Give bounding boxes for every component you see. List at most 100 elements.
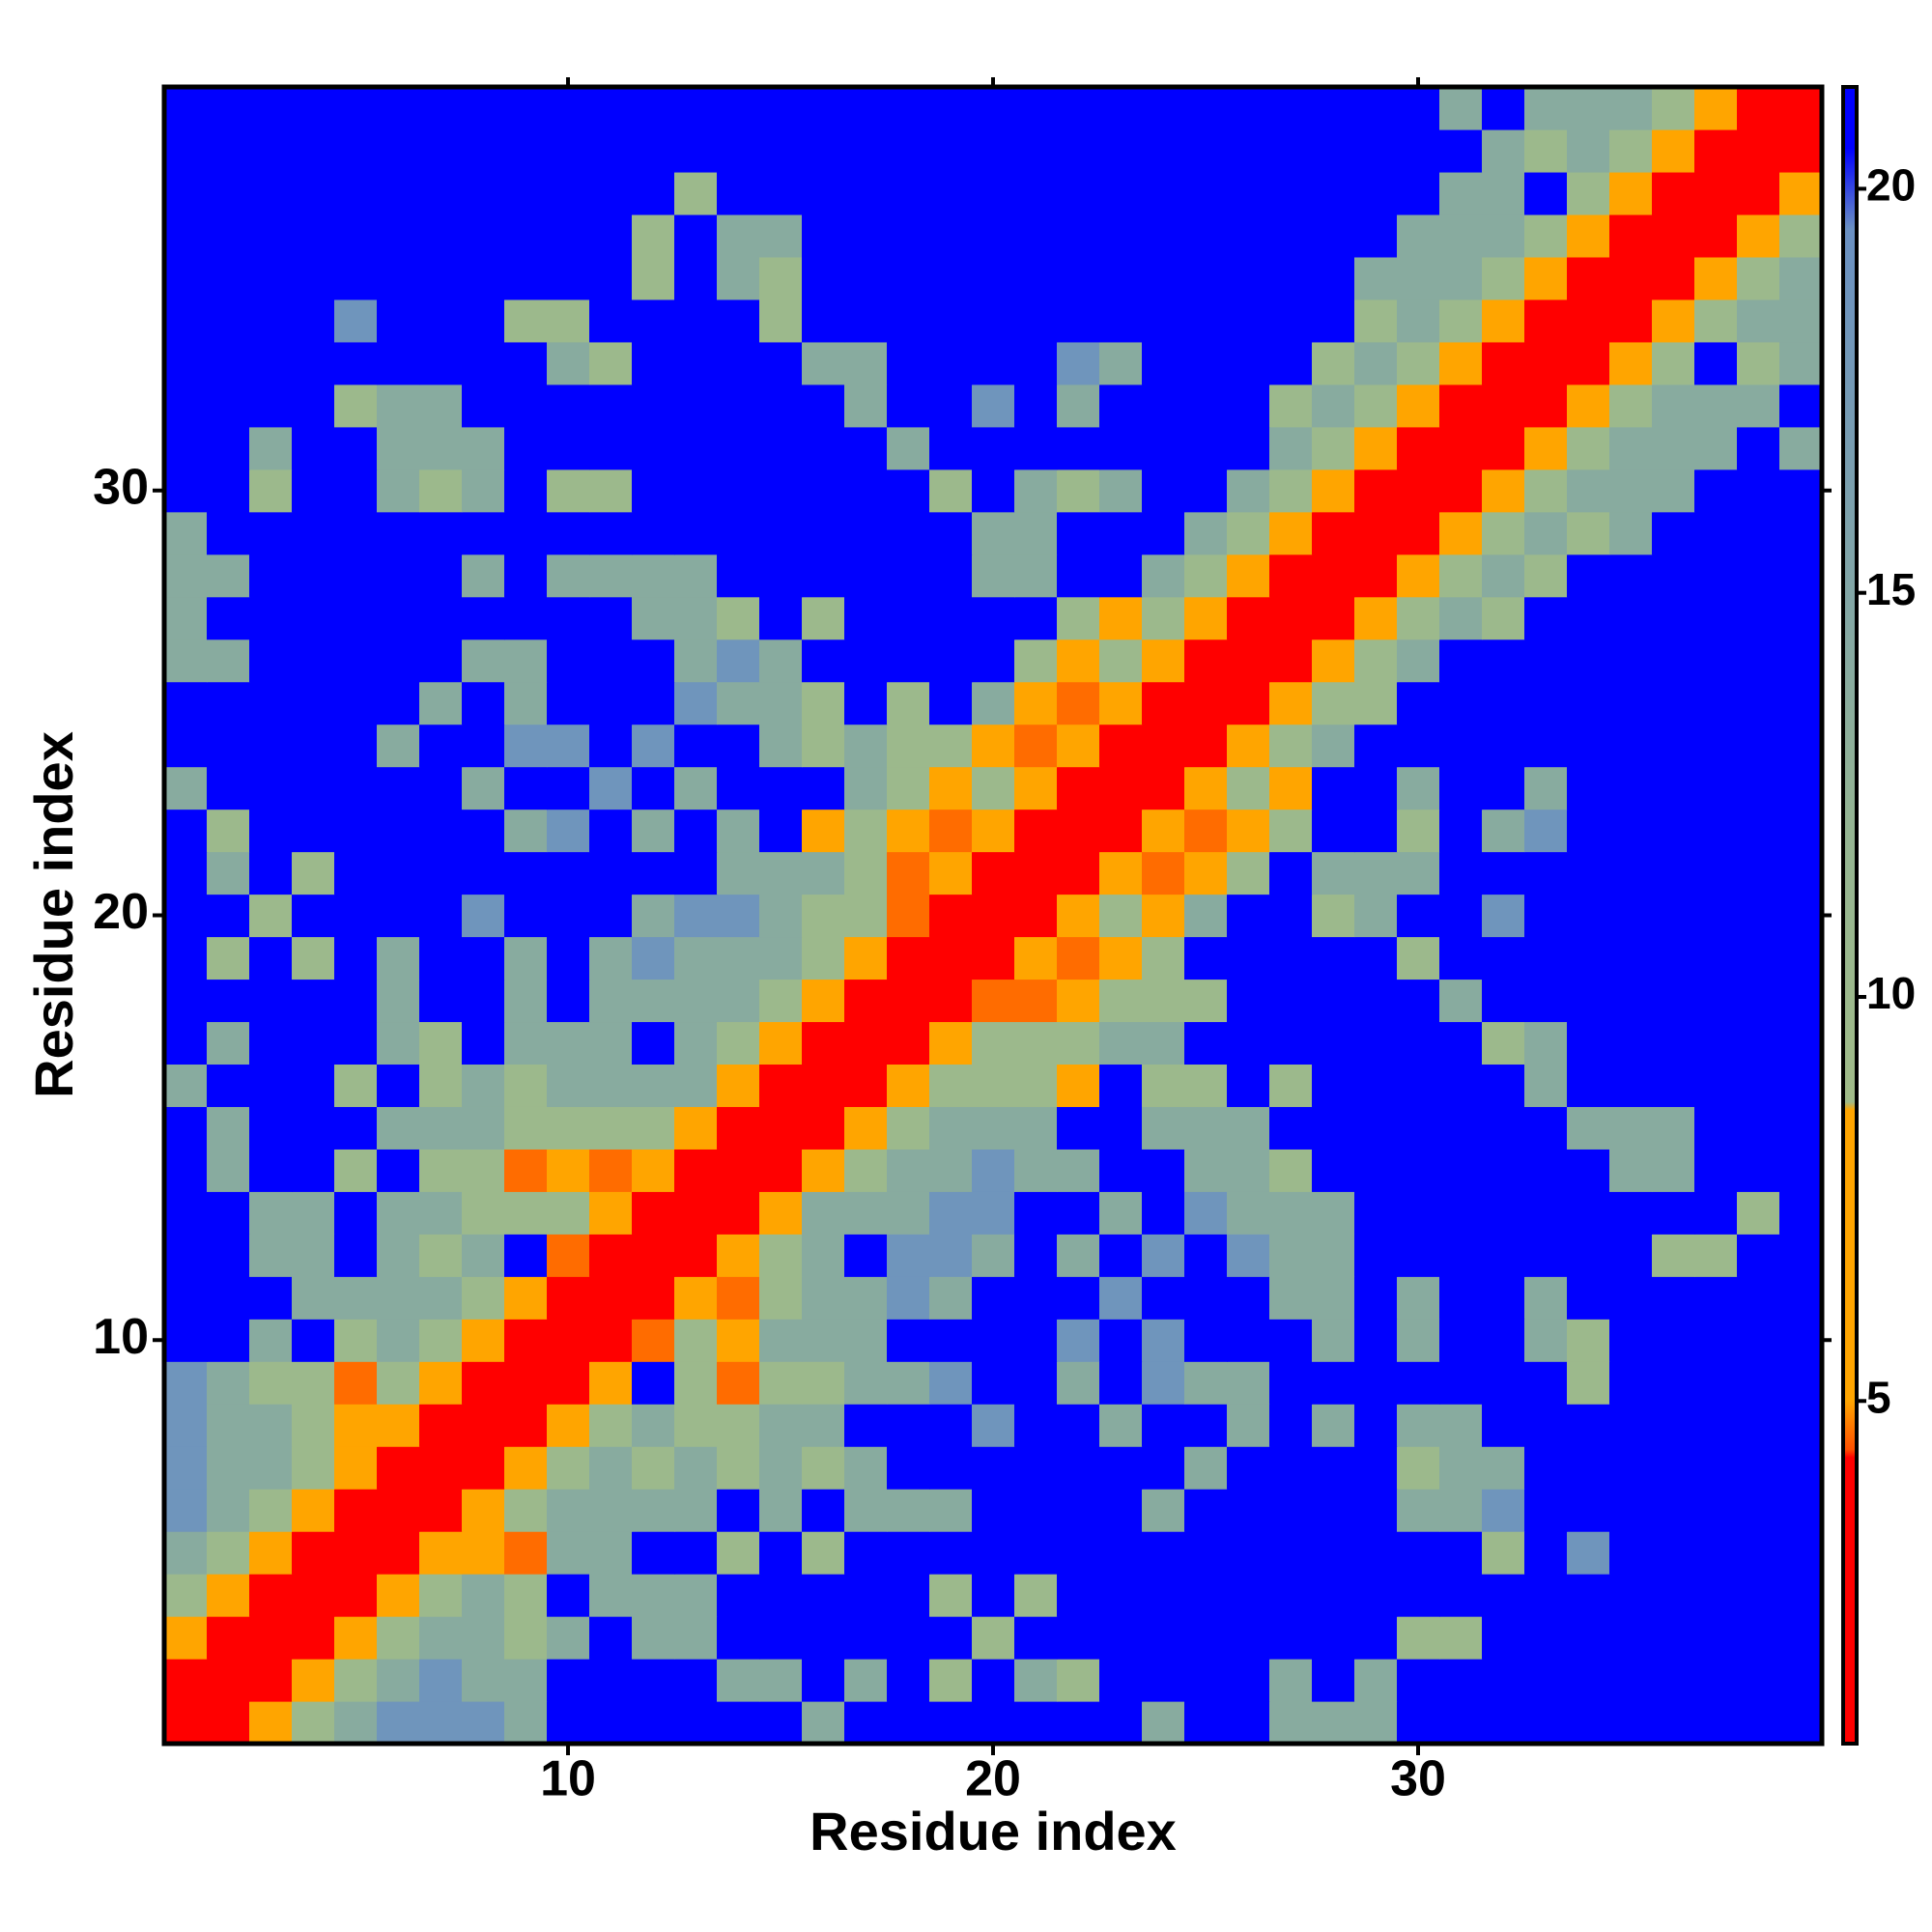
heatmap-cell	[207, 1149, 250, 1192]
heatmap-cell	[1609, 213, 1653, 258]
heatmap-cell	[1354, 171, 1398, 215]
heatmap-cell	[1142, 469, 1185, 513]
heatmap-cell	[1524, 384, 1568, 428]
heatmap-cell	[164, 1531, 208, 1575]
heatmap-cell	[1737, 1701, 1780, 1745]
heatmap-cell	[1737, 1276, 1780, 1320]
heatmap-cell	[759, 1659, 803, 1702]
heatmap-cell	[929, 1319, 973, 1362]
heatmap-cell	[1227, 1574, 1270, 1617]
heatmap-cell	[1694, 511, 1738, 555]
heatmap-cell	[1609, 639, 1653, 683]
heatmap-cell	[377, 298, 420, 343]
heatmap-cell	[419, 1574, 463, 1617]
heatmap-cell	[504, 298, 548, 343]
heatmap-cell	[334, 426, 378, 470]
heatmap-cell	[929, 894, 973, 938]
heatmap-cell	[207, 936, 250, 980]
heatmap-cell	[1694, 639, 1738, 683]
heatmap-cell	[759, 639, 803, 683]
heatmap-cell	[887, 979, 930, 1023]
heatmap-cell	[419, 426, 463, 470]
heatmap-cell	[334, 596, 378, 640]
heatmap-cell	[972, 979, 1015, 1023]
heatmap-cell	[1737, 171, 1780, 215]
heatmap-cell	[1397, 1319, 1440, 1362]
heatmap-cell	[802, 1574, 845, 1617]
heatmap-cell	[1439, 1191, 1483, 1235]
heatmap-cell	[887, 724, 930, 768]
heatmap-cell	[1397, 384, 1440, 428]
heatmap-cell	[1184, 1616, 1228, 1660]
heatmap-cell	[802, 681, 845, 725]
heatmap-cell	[1524, 979, 1568, 1023]
heatmap-cell	[759, 936, 803, 980]
heatmap-cell	[292, 1574, 335, 1617]
heatmap-cell	[972, 809, 1015, 853]
heatmap-cell	[1269, 1064, 1313, 1107]
heatmap-cell	[1142, 298, 1185, 343]
heatmap-cell	[887, 1191, 930, 1235]
heatmap-cell	[802, 639, 845, 683]
heatmap-cell	[1227, 1276, 1270, 1320]
heatmap-cell	[972, 766, 1015, 810]
heatmap-cell	[972, 596, 1015, 640]
heatmap-cell	[1184, 1531, 1228, 1575]
heatmap-cell	[292, 1191, 335, 1235]
heatmap-cell	[164, 1234, 208, 1277]
heatmap-cell	[419, 1446, 463, 1490]
heatmap-cell	[589, 1489, 633, 1532]
heatmap-cell	[334, 171, 378, 215]
heatmap-cell	[1524, 1276, 1568, 1320]
heatmap-cell	[887, 1361, 930, 1405]
heatmap-cell	[1354, 681, 1398, 725]
heatmap-cell	[1567, 1404, 1610, 1447]
heatmap-cell	[632, 1319, 675, 1362]
heatmap-cell	[1354, 469, 1398, 513]
heatmap-cell	[292, 384, 335, 428]
heatmap-cell	[1227, 554, 1270, 598]
heatmap-cell	[1609, 596, 1653, 640]
heatmap-cell	[249, 724, 293, 768]
heatmap-cell	[1014, 1361, 1058, 1405]
heatmap-cell	[1057, 936, 1100, 980]
heatmap-cell	[1057, 87, 1100, 130]
heatmap-cell	[1609, 469, 1653, 513]
heatmap-cell	[1567, 766, 1610, 810]
heatmap-cell	[1142, 87, 1185, 130]
heatmap-cell	[1354, 1659, 1398, 1702]
heatmap-cell	[1142, 724, 1185, 768]
heatmap-cell	[1397, 1276, 1440, 1320]
heatmap-cell	[929, 766, 973, 810]
heatmap-cell	[589, 724, 633, 768]
heatmap-cell	[292, 1701, 335, 1745]
heatmap-cell	[887, 1319, 930, 1362]
heatmap-cell	[929, 1276, 973, 1320]
heatmap-cell	[462, 128, 505, 173]
heatmap-cell	[844, 1659, 888, 1702]
heatmap-cell	[1567, 1276, 1610, 1320]
heatmap-cell	[334, 1191, 378, 1235]
heatmap-cell	[929, 596, 973, 640]
heatmap-cell	[547, 298, 590, 343]
heatmap-cell	[1057, 1021, 1100, 1065]
heatmap-cell	[844, 1234, 888, 1277]
heatmap-cell	[929, 1574, 973, 1617]
heatmap-cell	[547, 1234, 590, 1277]
heatmap-cell	[929, 1659, 973, 1702]
heatmap-cell	[1609, 1319, 1653, 1362]
heatmap-cell	[802, 1701, 845, 1745]
heatmap-cell	[164, 851, 208, 895]
heatmap-cell	[589, 936, 633, 980]
heatmap-cell	[1482, 554, 1525, 598]
heatmap-cell	[1184, 1701, 1228, 1745]
heatmap-cell	[334, 1361, 378, 1405]
heatmap-cell	[1142, 1234, 1185, 1277]
heatmap-cell	[1269, 171, 1313, 215]
heatmap-cell	[717, 1106, 760, 1150]
heatmap-cell	[674, 596, 718, 640]
heatmap-cell	[1354, 979, 1398, 1023]
heatmap-cell	[632, 1234, 675, 1277]
heatmap-cell	[504, 1064, 548, 1107]
heatmap-cell	[1354, 1489, 1398, 1532]
